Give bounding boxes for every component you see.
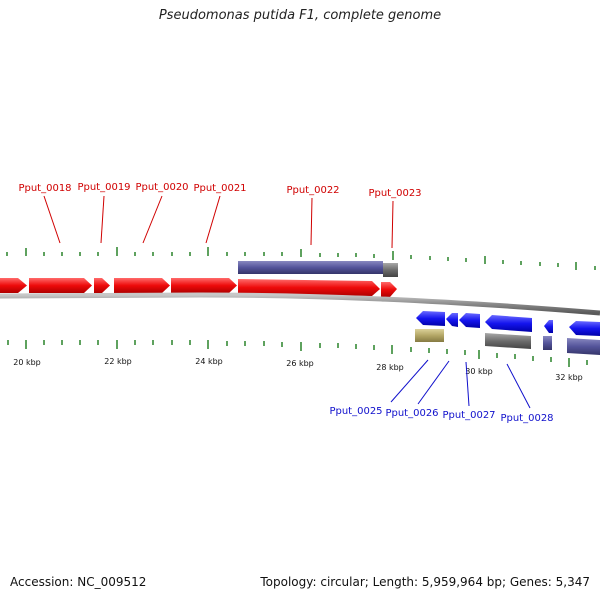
misc-feature-tan[interactable]	[415, 329, 444, 342]
gene-arrow-rev-f[interactable]	[569, 321, 600, 336]
scale-labels: 20 kbp 22 kbp 24 kbp 26 kbp 28 kbp 30 kb…	[13, 357, 583, 382]
gene-label-pput-0021[interactable]: Pput_0021	[193, 183, 246, 194]
topology-label: Topology: circular; Length: 5,959,964 bp…	[260, 575, 590, 589]
gene-arrow-rev-e[interactable]	[544, 320, 553, 333]
upper-tick-row	[6, 247, 596, 270]
tick-label-20kbp: 20 kbp	[13, 358, 41, 367]
gene-arrow-pput-0018[interactable]	[29, 278, 92, 293]
gene-arrow-pput-0027[interactable]	[459, 313, 480, 328]
gene-arrow-pput-0022[interactable]	[238, 279, 380, 296]
reverse-feature-small[interactable]	[543, 336, 552, 350]
tick-label-26kbp: 26 kbp	[286, 359, 314, 368]
accession-label: Accession: NC_009512	[10, 575, 147, 589]
misc-feature-gray[interactable]	[485, 333, 531, 349]
gene-arrow-pput-0021[interactable]	[171, 278, 237, 293]
gene-arrow-pput-0025[interactable]	[416, 311, 445, 326]
gene-arrow-fwd-a[interactable]	[0, 278, 27, 293]
genome-backbone	[0, 292, 600, 316]
gene-label-pput-0018[interactable]: Pput_0018	[18, 183, 71, 194]
gene-label-pput-0028[interactable]: Pput_0028	[500, 413, 553, 424]
tick-label-32kbp: 32 kbp	[555, 373, 583, 382]
tick-label-28kbp: 28 kbp	[376, 363, 404, 372]
tick-label-22kbp: 22 kbp	[104, 357, 132, 366]
gene-label-pput-0020[interactable]: Pput_0020	[135, 182, 188, 193]
lower-tick-row	[7, 340, 588, 367]
gene-arrow-pput-0023[interactable]	[381, 282, 397, 297]
forward-operon-bar[interactable]	[238, 261, 398, 277]
gene-arrow-pput-0020[interactable]	[114, 278, 170, 293]
forward-gene-labels: Pput_0018 Pput_0019 Pput_0020 Pput_0021 …	[18, 182, 422, 249]
forward-gene-track	[0, 278, 397, 297]
gene-label-pput-0026[interactable]: Pput_0026	[385, 408, 438, 419]
reverse-gene-track	[415, 311, 600, 355]
gene-label-pput-0023[interactable]: Pput_0023	[368, 188, 421, 199]
tick-label-30kbp: 30 kbp	[465, 367, 493, 376]
gene-arrow-pput-0028[interactable]	[485, 315, 532, 332]
gene-label-pput-0022[interactable]: Pput_0022	[286, 185, 339, 196]
gene-label-pput-0027[interactable]: Pput_0027	[442, 410, 495, 421]
gene-arrow-pput-0019[interactable]	[94, 278, 110, 293]
gene-label-pput-0025[interactable]: Pput_0025	[329, 406, 382, 417]
map-title: Pseudomonas putida F1, complete genome	[158, 8, 442, 23]
tick-label-24kbp: 24 kbp	[195, 357, 223, 366]
gene-label-pput-0019[interactable]: Pput_0019	[77, 182, 130, 193]
reverse-gene-labels: Pput_0025 Pput_0026 Pput_0027 Pput_0028	[329, 359, 554, 424]
gene-arrow-pput-0026[interactable]	[446, 313, 458, 327]
reverse-operon-bar[interactable]	[567, 338, 600, 355]
